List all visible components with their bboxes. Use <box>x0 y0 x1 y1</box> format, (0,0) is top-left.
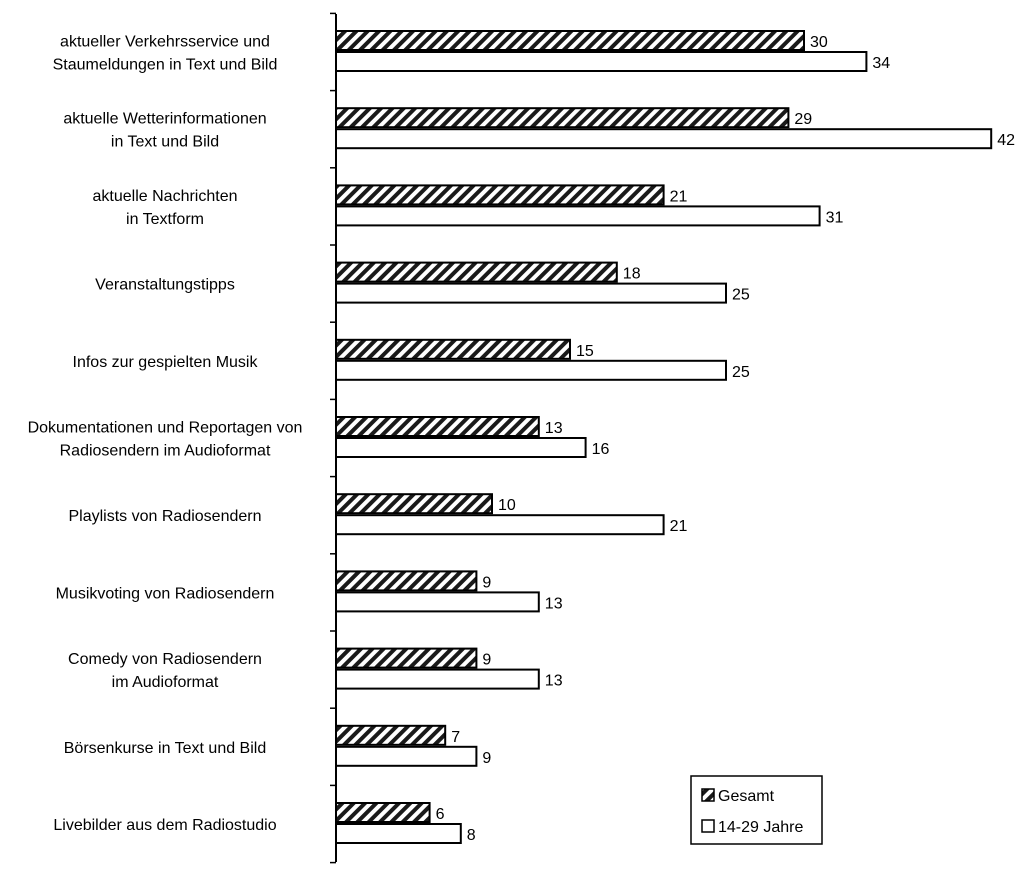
data-label: 13 <box>545 420 563 437</box>
bar-14-29-jahre <box>335 359 727 381</box>
category-label: Musikvoting von Radiosendern <box>56 585 275 602</box>
data-label: 9 <box>482 574 491 591</box>
legend-swatch-gesamt <box>701 788 715 802</box>
category-label: aktuelle Nachrichten <box>93 188 238 205</box>
data-label: 6 <box>436 806 445 823</box>
bar-14-29-jahre <box>335 823 462 844</box>
data-label: 8 <box>467 827 476 844</box>
bar-gesamt <box>335 647 478 669</box>
data-label: 9 <box>482 652 491 669</box>
data-label: 10 <box>498 497 516 514</box>
bar-gesamt <box>335 338 571 360</box>
bar-14-29-jahre <box>335 514 665 536</box>
y-axis <box>330 12 337 864</box>
bar-gesamt <box>335 107 790 129</box>
data-label: 9 <box>482 750 491 767</box>
bar-gesamt <box>335 261 618 283</box>
category-label: Börsenkurse in Text und Bild <box>64 740 266 757</box>
category-label: in Text und Bild <box>111 134 219 151</box>
bars: 30 34 29 42 21 31 18 25 15 25 13 16 10 21 9 13 9 13 7 9 6 8 <box>335 30 1015 844</box>
bar-14-29-jahre <box>335 205 821 227</box>
category-label: aktuelle Wetterinformationen <box>63 111 266 128</box>
data-label: 13 <box>545 673 563 690</box>
category-label: Veranstaltungstipps <box>95 277 235 294</box>
bar-gesamt <box>335 493 493 515</box>
legend: Gesamt 14-29 Jahre <box>690 775 823 845</box>
bar-gesamt <box>335 184 665 206</box>
bar-14-29-jahre <box>335 591 540 613</box>
data-label: 18 <box>623 266 641 283</box>
category-label: Comedy von Radiosendern <box>68 651 262 668</box>
bar-gesamt <box>335 802 431 823</box>
bar-14-29-jahre <box>335 437 587 458</box>
category-label: im Audioformat <box>112 674 219 691</box>
data-label: 13 <box>545 595 563 612</box>
legend-swatch-14-29-jahre <box>701 819 715 833</box>
data-label: 30 <box>810 34 828 51</box>
category-label: Playlists von Radiosendern <box>69 508 262 525</box>
data-label: 25 <box>732 287 750 304</box>
bar-14-29-jahre <box>335 51 868 72</box>
bar-gesamt <box>335 416 540 437</box>
legend-label: 14-29 Jahre <box>718 819 803 836</box>
data-label: 25 <box>732 364 750 381</box>
data-label: 29 <box>794 111 812 128</box>
data-label: 15 <box>576 343 594 360</box>
category-label: Livebilder aus dem Radiostudio <box>53 817 276 834</box>
legend-label: Gesamt <box>718 788 775 805</box>
category-label: aktueller Verkehrsservice und <box>60 34 270 51</box>
data-label: 16 <box>592 441 610 458</box>
data-label: 21 <box>670 518 688 535</box>
data-label: 7 <box>451 729 460 746</box>
bar-gesamt <box>335 724 447 746</box>
category-label: in Textform <box>126 211 204 228</box>
category-label: Radiosendern im Audioformat <box>60 443 271 460</box>
category-label: Infos zur gespielten Musik <box>73 354 259 371</box>
bar-gesamt <box>335 570 478 592</box>
category-label: Dokumentationen und Reportagen von <box>28 420 303 437</box>
category-label: Staumeldungen in Text und Bild <box>53 57 278 74</box>
data-label: 31 <box>826 209 844 226</box>
bar-gesamt <box>335 30 805 51</box>
data-label: 34 <box>872 55 890 72</box>
data-label: 21 <box>670 188 688 205</box>
bar-14-29-jahre <box>335 282 727 304</box>
category-labels: aktueller Verkehrsservice und Staumeldung… <box>28 34 303 835</box>
bar-14-29-jahre <box>335 745 478 767</box>
bar-14-29-jahre <box>335 668 540 690</box>
data-label: 42 <box>997 132 1015 149</box>
bar-14-29-jahre <box>335 128 993 150</box>
